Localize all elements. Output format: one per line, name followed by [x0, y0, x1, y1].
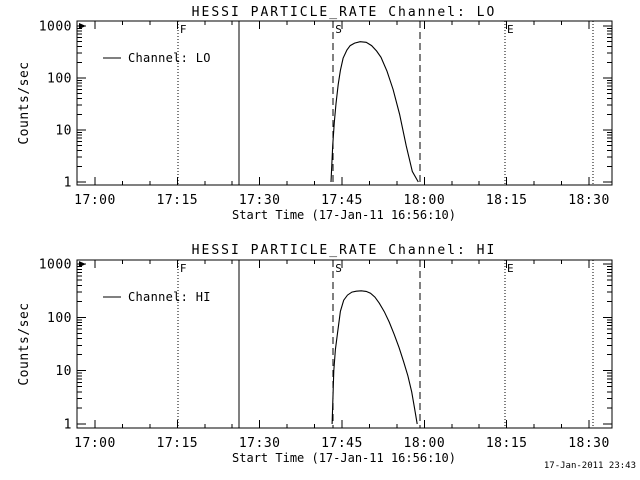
x-tick-label: 17:15: [157, 436, 199, 451]
plot-frame: [76, 259, 613, 429]
plot-frame: [76, 20, 613, 186]
x-tick-label: 17:30: [239, 436, 281, 451]
clip-arrow-marker: [79, 23, 86, 29]
event-flag-label: F: [180, 23, 187, 36]
y-tick-label: 1: [64, 176, 72, 191]
x-tick-label: 17:15: [157, 193, 199, 208]
y-tick-label: 1000: [39, 20, 72, 35]
y-tick-label: 1000: [39, 258, 72, 273]
legend: Channel: LO: [103, 51, 211, 65]
chart-panel-lo: HESSI PARTICLE_RATE Channel: LO Counts/s…: [17, 5, 613, 222]
y-tick-label: 100: [47, 72, 72, 87]
plot-creation-timestamp: 17-Jan-2011 23:43: [543, 461, 636, 471]
y-axis-label: Counts/sec: [17, 302, 32, 385]
x-tick-label: 17:45: [321, 436, 363, 451]
y-tick-label: 10: [55, 364, 72, 379]
chart-title: HESSI PARTICLE_RATE Channel: LO: [192, 5, 497, 20]
legend-label: Channel: HI: [128, 290, 211, 304]
x-tick-label: 17:00: [74, 193, 116, 208]
plot-axes: 17:00 17:15 17:30 17:45 18:00 18:15 18:30 1 10 10…: [39, 20, 613, 208]
x-tick-label: 17:00: [74, 436, 116, 451]
x-tick-label: 18:30: [568, 436, 610, 451]
chart-panel-hi: HESSI PARTICLE_RATE Channel: HI Counts/s…: [17, 243, 613, 465]
x-tick-label: 18:30: [568, 193, 610, 208]
y-tick-label: 1: [64, 418, 72, 433]
event-flag-label: E: [507, 23, 514, 36]
x-tick-label: 18:15: [486, 193, 528, 208]
data-curve-group: [330, 41, 419, 183]
event-flag-label: S: [335, 23, 342, 36]
event-flag-label: S: [335, 262, 342, 275]
y-tick-label: 100: [47, 311, 72, 326]
x-axis-label: Start Time (17-Jan-11 16:56:10): [232, 451, 456, 465]
legend: Channel: HI: [103, 290, 211, 304]
x-tick-label: 17:30: [239, 193, 281, 208]
x-tick-label: 18:00: [404, 436, 446, 451]
data-curve-group: [331, 290, 418, 425]
chart-title: HESSI PARTICLE_RATE Channel: HI: [192, 243, 497, 258]
clip-arrow-marker: [79, 261, 86, 268]
particle-rate-curve: [330, 41, 419, 183]
event-flag-label: E: [507, 262, 514, 275]
y-tick-label: 10: [55, 124, 72, 139]
y-axis-label: Counts/sec: [17, 61, 32, 144]
x-axis-label: Start Time (17-Jan-11 16:56:10): [232, 208, 456, 222]
legend-label: Channel: LO: [128, 51, 211, 65]
particle-rate-curve: [331, 290, 418, 425]
x-tick-label: 18:00: [404, 193, 446, 208]
x-tick-label: 17:45: [321, 193, 363, 208]
x-tick-label: 18:15: [486, 436, 528, 451]
event-flag-label: F: [180, 262, 187, 275]
plot-axes: 17:00 17:15 17:30 17:45 18:00 18:15 18:30 1 10 10…: [39, 258, 613, 451]
